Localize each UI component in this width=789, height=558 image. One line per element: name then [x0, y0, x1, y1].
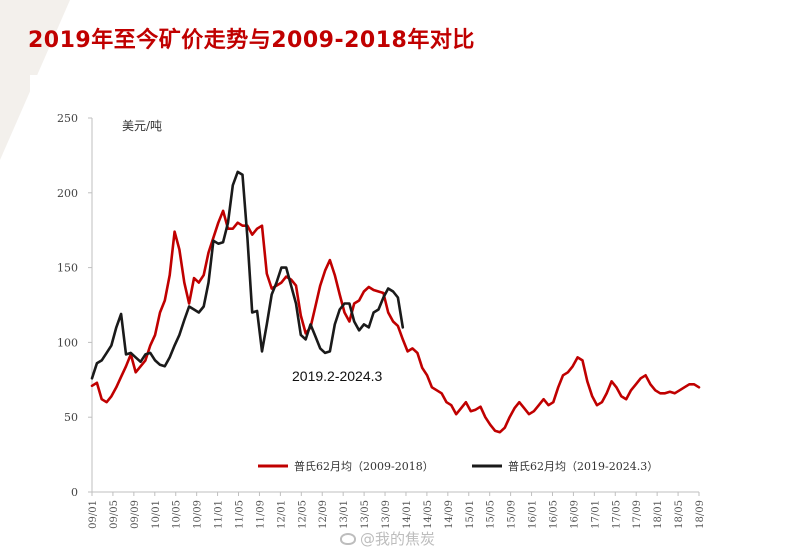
x-tick-label: 13/05	[360, 500, 371, 529]
x-tick-label: 17/09	[632, 500, 643, 529]
x-tick-label: 15/01	[465, 500, 476, 529]
legend-label: 普氏62月均（2019-2024.3）	[508, 459, 658, 473]
x-tick-label: 13/09	[381, 500, 392, 529]
page-title: 2019年至今矿价走势与2009-2018年对比	[28, 28, 475, 53]
x-tick-label: 09/01	[88, 500, 99, 529]
watermark: @我的焦炭	[340, 528, 435, 549]
x-tick-label: 13/01	[339, 500, 350, 529]
x-tick-label: 17/01	[590, 500, 601, 529]
x-tick-label: 09/09	[130, 500, 141, 529]
x-tick-label: 12/05	[297, 500, 308, 529]
legend-label: 普氏62月均（2009-2018）	[294, 459, 434, 473]
series-line-2009-2018	[90, 209, 701, 434]
y-tick-label: 50	[64, 411, 78, 424]
x-tick-label: 11/05	[235, 500, 246, 529]
y-tick-label: 100	[57, 336, 78, 349]
x-tick-label: 15/09	[507, 500, 518, 529]
y-axis-label: 美元/吨	[122, 119, 162, 133]
range-annotation: 2019.2-2024.3	[292, 368, 383, 384]
watermark-text: @我的焦炭	[360, 530, 436, 548]
y-tick-label: 200	[57, 187, 78, 200]
y-tick-label: 250	[57, 112, 78, 125]
x-tick-label: 16/09	[569, 500, 580, 529]
x-tick-label: 10/01	[151, 500, 162, 529]
y-tick-label: 150	[57, 262, 78, 275]
chart-axes: 0 50 100 150 200 250 09/01 09/05 09/09 10/01 10/05…	[57, 112, 706, 529]
x-tick-label: 09/05	[109, 500, 120, 529]
x-tick-label: 17/05	[611, 500, 622, 529]
x-tick-label: 10/09	[193, 500, 204, 529]
x-tick-label: 14/09	[444, 500, 455, 529]
weibo-icon	[340, 532, 356, 545]
x-tick-label: 10/05	[172, 500, 183, 529]
x-tick-label: 18/05	[674, 500, 685, 529]
x-tick-label: 16/01	[528, 500, 539, 529]
series-line-2019-2024	[90, 170, 405, 380]
x-tick-label: 12/01	[276, 500, 287, 529]
y-tick-label: 0	[71, 486, 78, 499]
x-tick-label: 11/09	[255, 500, 266, 529]
x-tick-label: 15/05	[486, 500, 497, 529]
series-layer	[90, 170, 701, 434]
x-tick-label: 16/05	[548, 500, 559, 529]
x-tick-label: 12/09	[318, 500, 329, 529]
x-tick-label: 11/01	[214, 500, 225, 529]
legend: 普氏62月均（2009-2018） 普氏62月均（2019-2024.3）	[258, 459, 658, 473]
x-tick-label: 14/01	[402, 500, 413, 529]
x-tick-label: 18/09	[695, 500, 706, 529]
x-tick-label: 18/01	[653, 500, 664, 529]
x-tick-label: 14/05	[423, 500, 434, 529]
